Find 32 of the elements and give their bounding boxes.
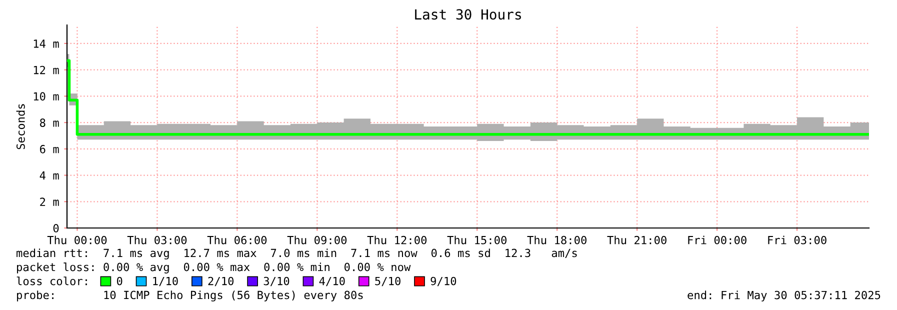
legend-label: 4/10 bbox=[319, 276, 345, 286]
x-tick-label: Thu 03:00 bbox=[127, 236, 187, 244]
x-tick-label: Thu 06:00 bbox=[207, 236, 267, 244]
y-axis-title: Seconds bbox=[16, 104, 25, 150]
x-tick-label: Fri 00:00 bbox=[688, 236, 746, 244]
x-tick-label: Thu 15:00 bbox=[447, 236, 506, 244]
text: end: Fri May 30 05:37:11 2025 bbox=[688, 290, 880, 302]
y-tick-label: 14 m bbox=[34, 40, 59, 48]
x-tick-label: Thu 09:00 bbox=[287, 236, 347, 244]
x-tick-label: Thu 18:00 bbox=[527, 236, 586, 244]
legend-label: 1/10 bbox=[153, 276, 178, 286]
legend-label: 0 bbox=[116, 276, 122, 286]
y-tick-label: 8 m bbox=[40, 118, 59, 127]
x-tick-label: Thu 00:00 bbox=[47, 236, 107, 244]
legend-title: loss color: bbox=[16, 276, 87, 286]
legend-label: 5/10 bbox=[375, 276, 400, 286]
x-tick-label: Thu 21:00 bbox=[607, 236, 666, 244]
text: probe: 10 ICMP Echo Pings (56 Bytes) every 80s bbox=[17, 290, 363, 302]
text: packet loss: 0.00 % avg 0.00 % max 0.00 % min 0.00 % now bbox=[17, 262, 411, 274]
y-tick-label: 6 m bbox=[40, 144, 59, 154]
text: median rtt: 7.1 ms avg 12.7 ms max 7.0 ms min 7.1 ms now 0.6 ms sd 12.3 am/s bbox=[16, 248, 577, 260]
x-tick-label: Thu 12:00 bbox=[367, 236, 427, 244]
legend-label: 3/10 bbox=[264, 276, 290, 286]
y-tick-label: 10 m bbox=[34, 92, 59, 101]
legend-label: 9/10 bbox=[430, 276, 456, 286]
y-tick-label: 0 bbox=[53, 224, 59, 232]
y-tick-label: 4 m bbox=[40, 171, 59, 180]
legend-label: 2/10 bbox=[208, 276, 234, 286]
y-tick-label: 2 m bbox=[40, 198, 59, 206]
chart-title: Last 30 Hours bbox=[415, 9, 521, 20]
x-tick-label: Fri 03:00 bbox=[768, 236, 826, 244]
y-tick-label: 12 m bbox=[34, 66, 59, 74]
